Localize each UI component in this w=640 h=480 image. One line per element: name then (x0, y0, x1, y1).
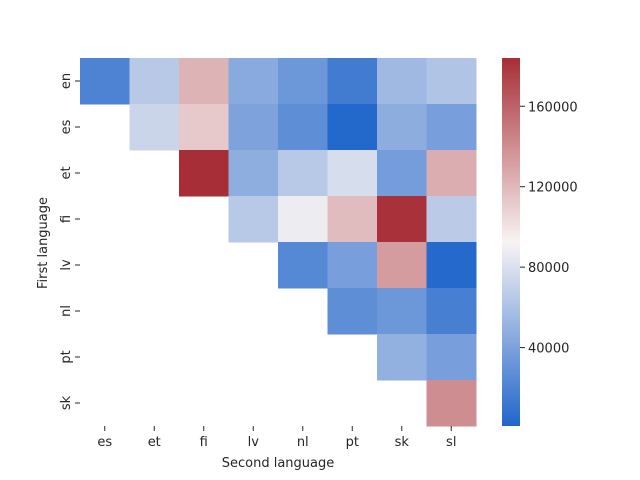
colorbar-tick-label: 80000 (528, 261, 569, 276)
heatmap-cell-et-pt (327, 150, 378, 197)
heatmap-cell-fi-nl (278, 196, 328, 243)
y-tick-label: en (59, 73, 74, 89)
x-axis-ticks: es et fi lv nl pt sk sl (97, 426, 456, 450)
heatmap-cell-et-sk (377, 150, 427, 197)
y-tick-label: nl (59, 305, 74, 317)
heatmap-cell-et-sl (426, 150, 477, 197)
heatmap-cell-es-nl (278, 104, 328, 151)
x-axis-label: Second language (222, 456, 335, 471)
x-tick-label: fi (200, 435, 208, 450)
y-tick-label: es (59, 119, 74, 134)
heatmap-cell-en-fi (179, 58, 229, 105)
heatmap-cell-sk-sl (426, 380, 477, 427)
colorbar-ticks: 40000 80000 120000 160000 (520, 100, 578, 357)
heatmap-cell-et-nl (278, 150, 328, 197)
x-tick-label: sl (446, 435, 456, 450)
heatmap-cell-es-fi (179, 104, 229, 151)
heatmap-cell-nl-sk (377, 288, 427, 335)
y-tick-label: et (59, 166, 74, 179)
heatmap-cell-es-pt (327, 104, 378, 151)
heatmap-cell-lv-sl (426, 242, 477, 289)
x-tick-label: nl (297, 435, 309, 450)
heatmap-cell-nl-pt (327, 288, 378, 335)
colorbar (502, 58, 520, 426)
colorbar-tick-label: 160000 (528, 100, 578, 115)
colorbar-tick-label: 40000 (528, 342, 569, 357)
heatmap-cell-en-es (80, 58, 130, 105)
heatmap-cell-lv-pt (327, 242, 378, 289)
y-tick-label: lv (59, 259, 74, 271)
heatmap-cell-lv-nl (278, 242, 328, 289)
heatmap-cell-es-lv (228, 104, 279, 151)
heatmap-cell-es-sk (377, 104, 427, 151)
x-tick-label: es (97, 435, 112, 450)
heatmap-cell-en-pt (327, 58, 378, 105)
heatmap-cell-en-nl (278, 58, 328, 105)
heatmap-cell-fi-sk (377, 196, 427, 243)
heatmap-cell-es-sl (426, 104, 477, 151)
heatmap-cell-en-sk (377, 58, 427, 105)
y-tick-label: fi (59, 215, 74, 223)
heatmap-cell-es-et (129, 104, 180, 151)
heatmap-cell-en-lv (228, 58, 279, 105)
x-tick-label: pt (346, 435, 359, 450)
heatmap-cell-lv-sk (377, 242, 427, 289)
y-axis-ticks: en es et fi lv nl pt sk (59, 73, 80, 410)
y-tick-label: pt (59, 350, 74, 363)
heatmap-cell-pt-sl (426, 334, 477, 381)
heatmap-cell-nl-sl (426, 288, 477, 335)
heatmap-cells (80, 58, 477, 427)
heatmap-cell-fi-pt (327, 196, 378, 243)
heatmap-cell-fi-lv (228, 196, 279, 243)
y-tick-label: sk (59, 395, 74, 410)
x-tick-label: et (148, 435, 161, 450)
x-tick-label: sk (395, 435, 410, 450)
y-axis-label: First language (36, 197, 51, 289)
x-tick-label: lv (248, 435, 260, 450)
colorbar-tick-label: 120000 (528, 181, 578, 196)
heatmap-cell-et-lv (228, 150, 279, 197)
heatmap-cell-pt-sk (377, 334, 427, 381)
heatmap-cell-en-et (129, 58, 180, 105)
heatmap-cell-en-sl (426, 58, 477, 105)
heatmap-cell-et-fi (179, 150, 229, 197)
heatmap-cell-fi-sl (426, 196, 477, 243)
